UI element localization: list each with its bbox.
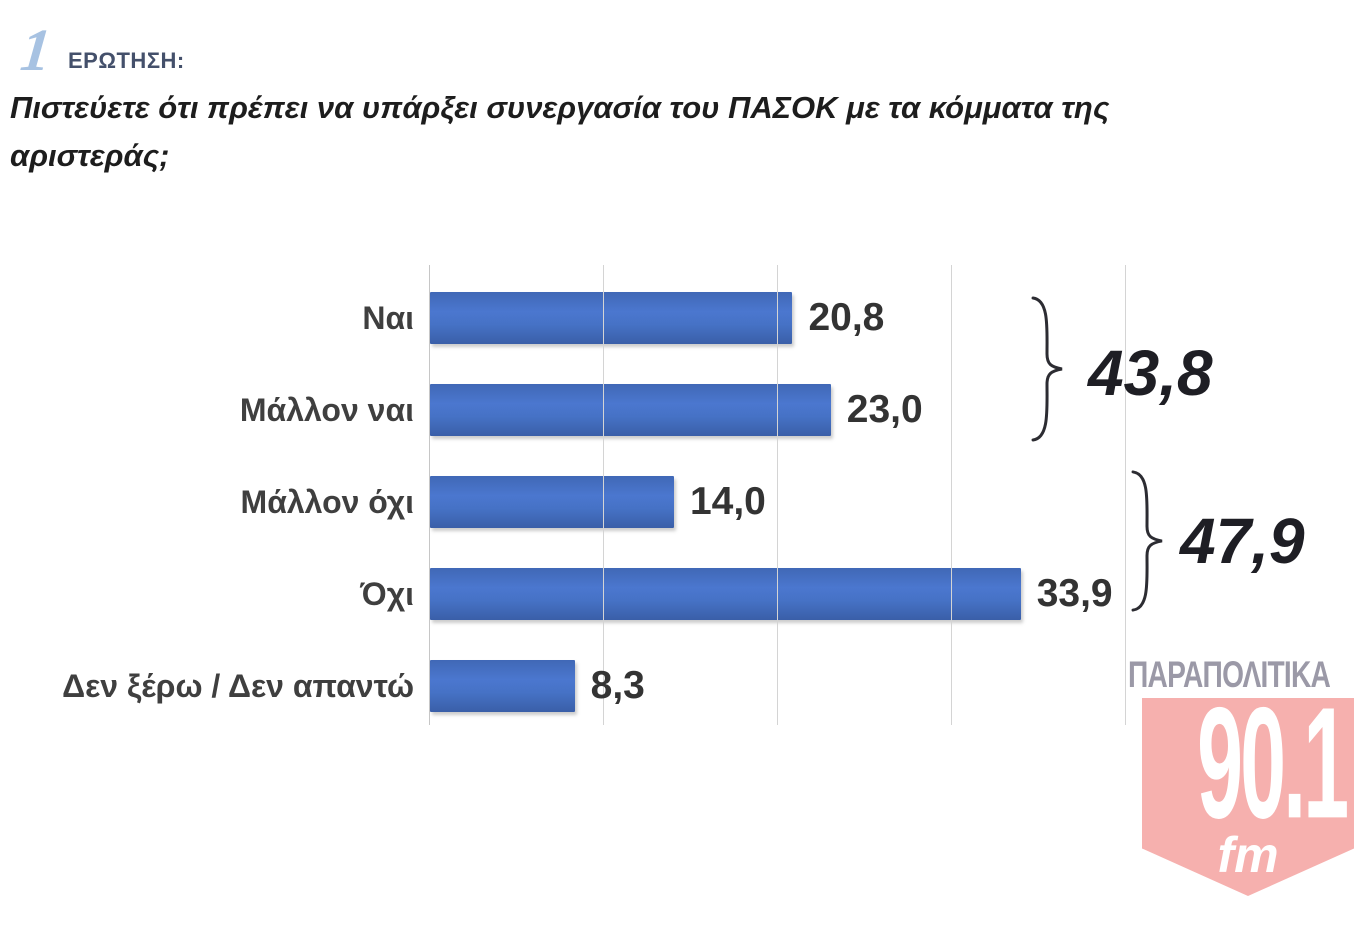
- bar-nai: [430, 292, 793, 344]
- gridline-30: [951, 265, 952, 725]
- value-label-mallon-ochi: 14,0: [689, 480, 766, 523]
- logo-frequency-text: 90.1: [1197, 674, 1349, 852]
- question-number-icon: 1: [17, 17, 55, 83]
- gridline-40: [1125, 265, 1126, 725]
- bar-chart-plot-area: [429, 265, 1126, 725]
- group-total-no: 47,9: [1180, 505, 1305, 577]
- category-label-dk-na: Δεν ξέρω / Δεν απαντώ: [62, 668, 414, 704]
- group-total-yes: 43,8: [1088, 337, 1213, 409]
- question-line-1: Πιστεύετε ότι πρέπει να υπάρξει συνεργασ…: [10, 90, 1110, 125]
- logo-brand-text: ΠΑΡΑΠΟΛΙΤΙΚΑ: [1128, 654, 1331, 695]
- logo-shield-shape: 90.1 fm: [1142, 698, 1354, 896]
- bar-mallon-nai: [430, 384, 831, 436]
- gridline-20: [777, 265, 778, 725]
- bar-dk-na: [430, 660, 575, 712]
- category-label-mallon-nai: Μάλλον ναι: [239, 392, 414, 428]
- gridline-0: [429, 265, 430, 725]
- question-line-2: αριστεράς;: [10, 138, 170, 174]
- gridline-10: [603, 265, 604, 725]
- category-label-mallon-ochi: Μάλλον όχι: [240, 484, 414, 520]
- question-title: Πιστεύετε ότι πρέπει να υπάρξει συνεργασ…: [10, 84, 1250, 180]
- bar-mallon-ochi: [430, 476, 674, 528]
- value-label-dk-na: 8,3: [590, 664, 645, 707]
- category-label-nai: Ναι: [362, 300, 414, 336]
- question-kicker: ΕΡΩΤΗΣΗ:: [68, 48, 185, 73]
- value-label-nai: 20,8: [808, 296, 885, 339]
- group-brace-no: [1124, 468, 1170, 614]
- value-label-mallon-nai: 23,0: [846, 388, 923, 431]
- radio-station-logo: ΠΑΡΑΠΟΛΙΤΙΚΑ 90.1 fm: [1128, 654, 1360, 896]
- bar-ochi: [430, 568, 1021, 620]
- value-label-ochi: 33,9: [1036, 572, 1113, 615]
- group-brace-yes: [1024, 294, 1070, 444]
- category-label-ochi: Όχι: [360, 576, 414, 612]
- logo-fm-text: fm: [1217, 827, 1279, 883]
